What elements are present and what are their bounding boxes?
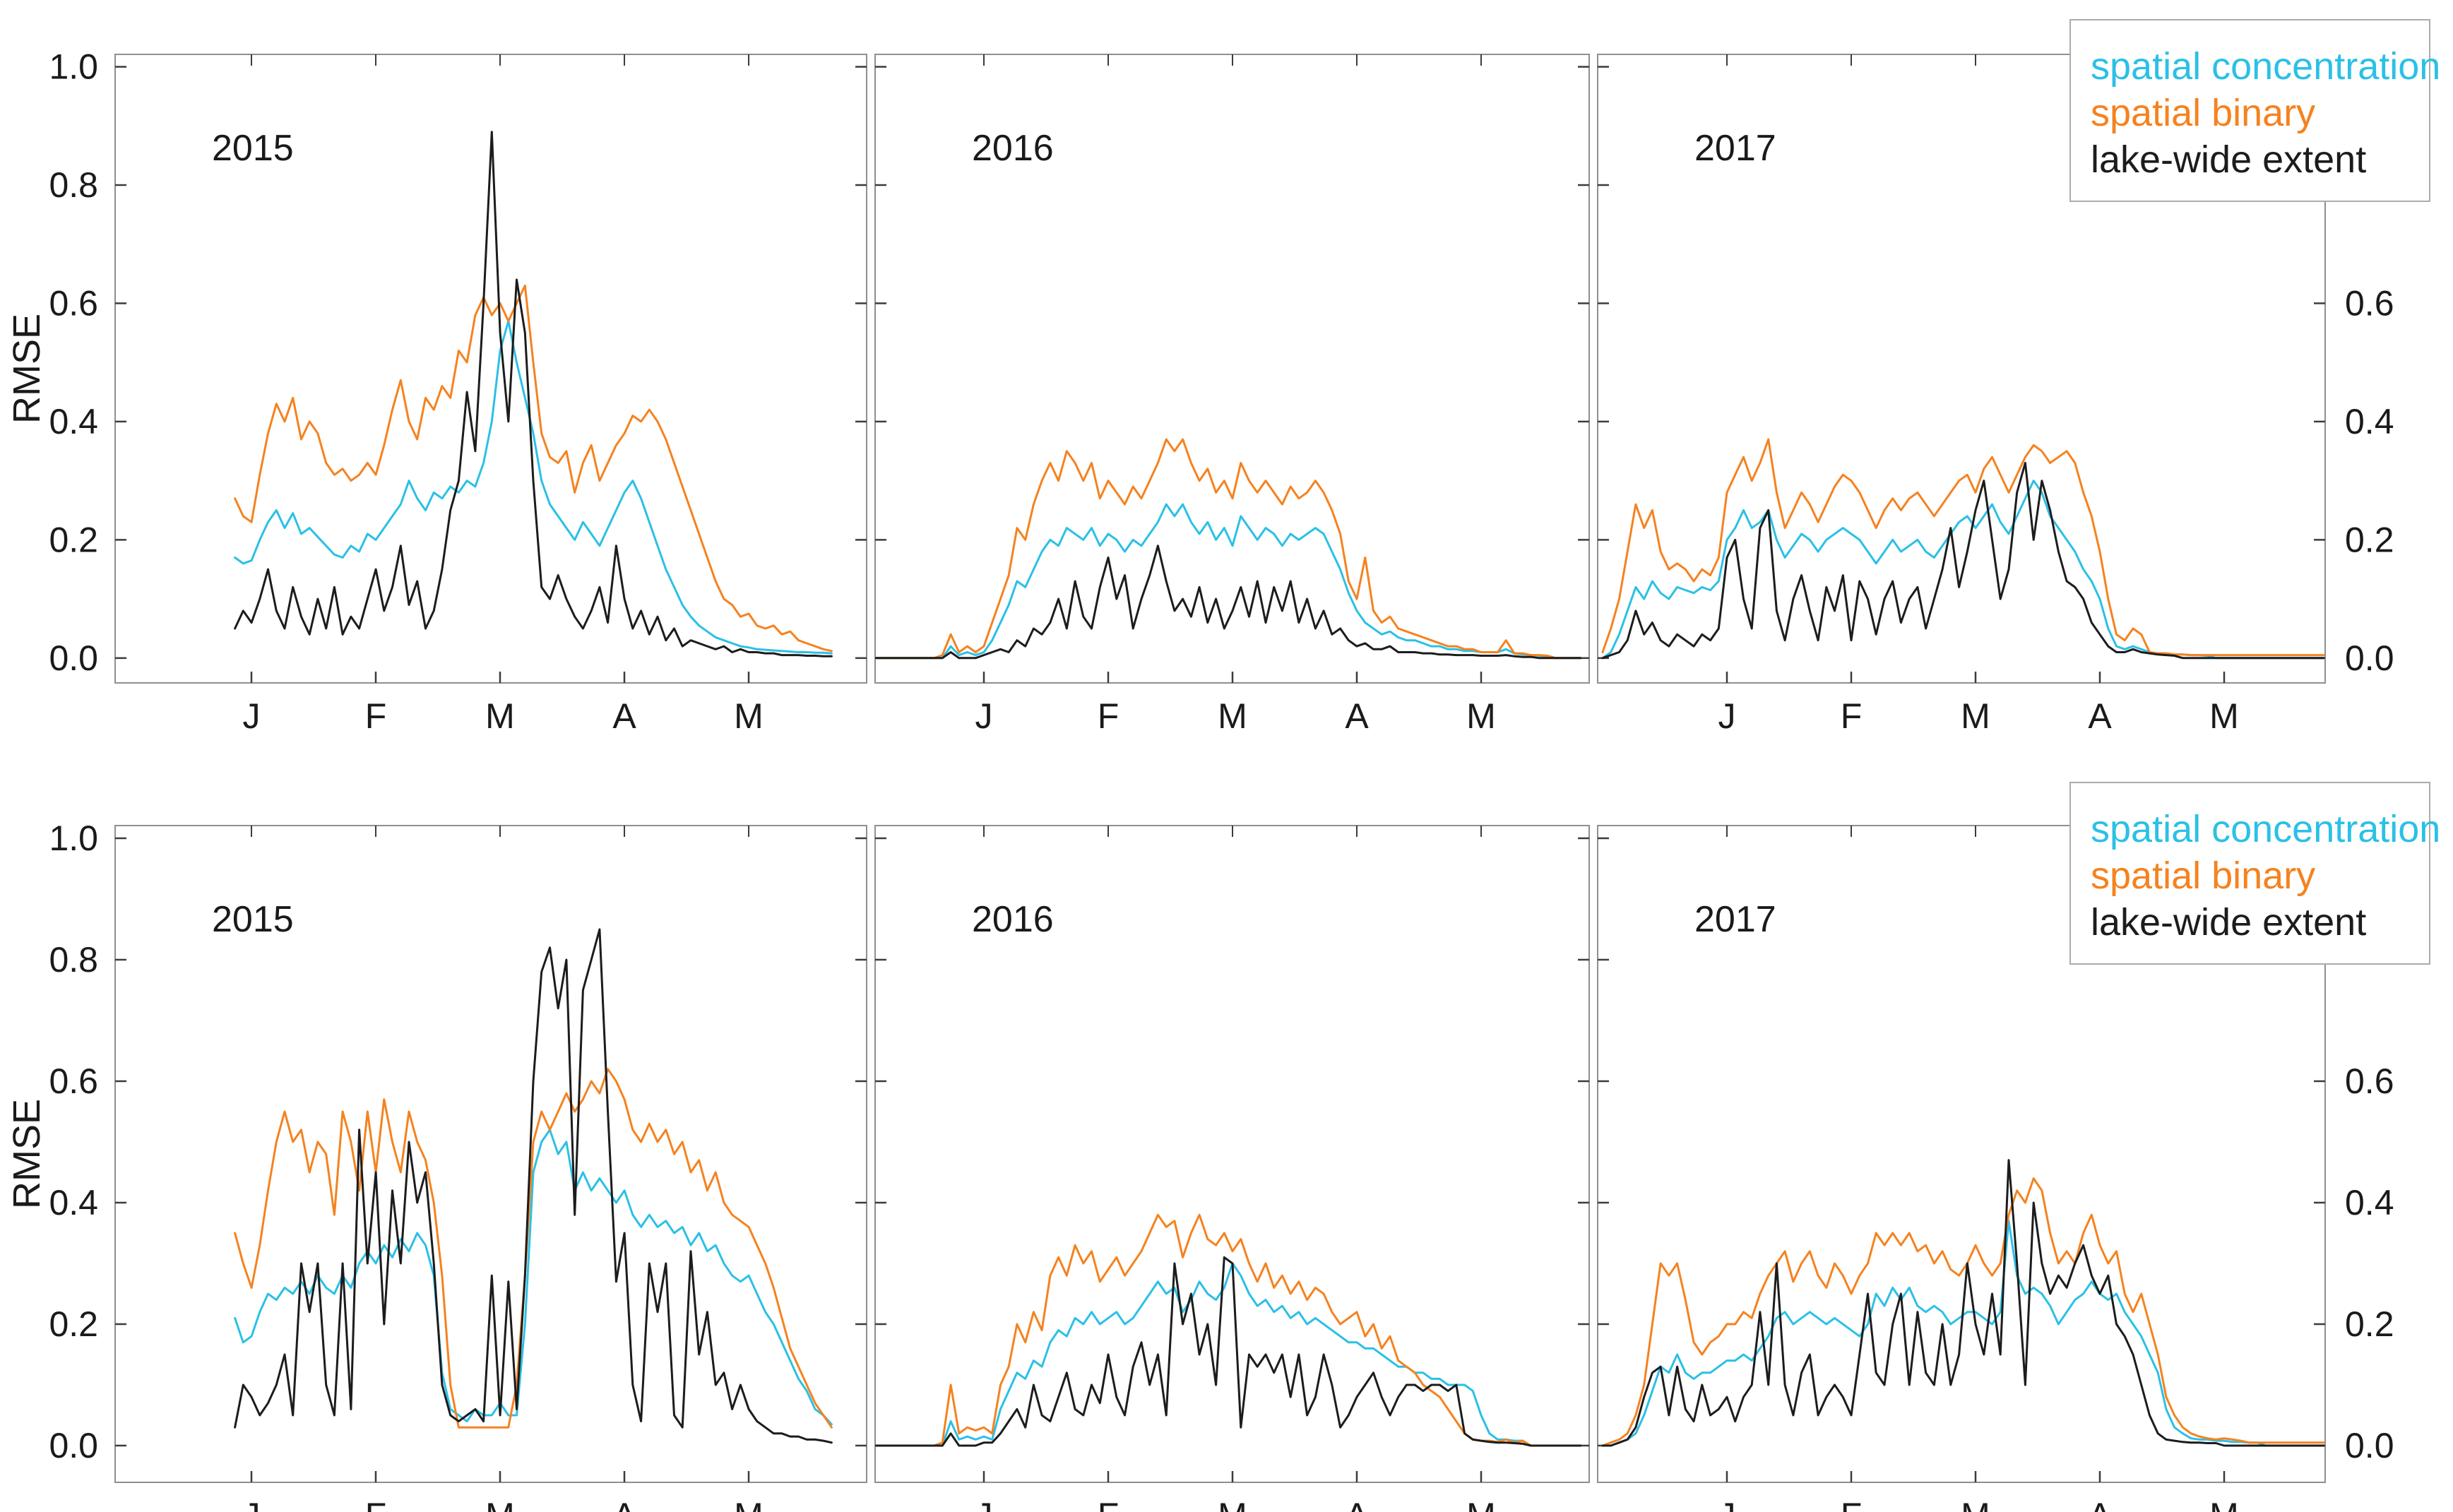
y-tick-label-right: 0.2 [2345,520,2394,559]
x-tick-label: A [612,1496,636,1512]
y-tick-label-left: 0.6 [49,283,98,323]
series-line-lake-wide-extent [234,131,833,657]
y-tick-label-left: 0.0 [49,638,98,678]
axes-box [114,825,867,1483]
y-axis-label: RMSE [6,1099,48,1209]
y-tick-label-left: 0.8 [49,940,98,980]
x-tick-label: F [1841,696,1863,736]
x-tick-label: M [485,696,515,736]
series-line-lake-wide-extent [234,928,833,1444]
x-tick-label: M [1466,696,1496,736]
legend-entry-lake-wide-extent: lake-wide extent [2091,138,2366,181]
panel-year-label: 2016 [972,128,1054,169]
x-tick-label: J [975,696,993,736]
series-line-spatial-concentration [234,1129,833,1426]
x-tick-label: F [1098,1496,1119,1512]
x-tick-label: F [365,696,387,736]
series-line-spatial-concentration [875,503,1582,660]
y-tick-label-left: 0.4 [49,402,98,441]
legend-box [2069,19,2430,202]
y-tick-label-left: 1.0 [49,818,98,858]
x-tick-label: M [2209,1496,2239,1512]
panel-2016-row1: J F M A M 2016 [874,825,1590,1512]
x-tick-label: A [612,696,636,736]
y-tick-label-left: 0.2 [49,520,98,559]
legend-box [2069,782,2430,965]
series-line-spatial-concentration [875,1262,1582,1447]
y-tick-label-left: 0.6 [49,1061,98,1101]
y-tick-label-left: 0.4 [49,1183,98,1222]
axes-box [1597,825,2326,1483]
series-line-spatial-binary [875,438,1582,660]
series-line-spatial-binary [1601,438,2325,657]
panel-2015-row1: J F M A M 1.0 0.8 0.6 0.4 0.2 0.0 2015 [49,818,867,1512]
series-line-spatial-binary [234,284,833,653]
x-tick-label: F [1098,696,1119,736]
x-tick-label: M [2209,696,2239,736]
y-tick-label-left: 0.0 [49,1426,98,1465]
panel-year-label: 2017 [1694,899,1776,940]
legend-entry-spatial-concentration: spatial concentration [2091,808,2440,850]
x-tick-label: A [2088,1496,2112,1512]
x-tick-label: M [734,1496,764,1512]
x-tick-label: M [1466,1496,1496,1512]
legend-row1: spatial concentration spatial binarylake-… [2069,782,2440,965]
x-tick-label: J [243,1496,261,1512]
x-tick-label: A [1345,696,1369,736]
y-tick-label-right: 0.6 [2345,283,2394,323]
y-tick-label-left: 0.2 [49,1304,98,1344]
legend-entry-lake-wide-extent: lake-wide extent [2091,901,2366,943]
y-tick-label-right: 0.4 [2345,1183,2394,1222]
series-line-lake-wide-extent [875,544,1582,660]
y-tick-label-right: 0.6 [2345,1061,2394,1101]
legend-entry-spatial-concentration: spatial concentration [2091,45,2440,88]
x-tick-label: A [2088,696,2112,736]
panel-2016-row0: J F M A M 2016 [874,54,1590,736]
series-line-lake-wide-extent [1601,462,2325,660]
y-tick-label-right: 0.4 [2345,402,2394,441]
x-tick-label: M [1961,696,1990,736]
x-tick-label: J [243,696,261,736]
legend-entry-spatial-binary: spatial binary [2091,855,2315,897]
y-axis-label: RMSE [6,314,48,424]
y-tick-label-right: 0.2 [2345,1304,2394,1344]
x-tick-label: J [975,1496,993,1512]
axes-box [1597,54,2326,684]
series-line-lake-wide-extent [875,1256,1582,1447]
series-line-spatial-binary [234,1068,833,1429]
panel-2017-row0: J F M A M 0.6 0.4 0.2 0.0 2017 [1597,54,2394,736]
x-tick-label: M [734,696,764,736]
legend-entry-spatial-binary: spatial binary [2091,92,2315,134]
x-tick-label: M [1218,1496,1247,1512]
panel-2015-row0: J F M A M 1.0 0.8 0.6 0.4 0.2 0.0 2015 [49,47,867,736]
y-tick-label-left: 1.0 [49,47,98,87]
x-tick-label: F [1841,1496,1863,1512]
series-line-spatial-concentration [234,320,833,655]
x-tick-label: M [485,1496,515,1512]
axes-box [114,54,867,684]
panel-year-label: 2017 [1694,128,1776,169]
panel-year-label: 2015 [212,899,294,940]
y-tick-label-left: 0.8 [49,165,98,205]
series-line-lake-wide-extent [1601,1159,2325,1447]
x-tick-label: J [1718,696,1736,736]
x-tick-label: M [1218,696,1247,736]
series-line-spatial-binary [1601,1177,2325,1447]
x-tick-label: M [1961,1496,1990,1512]
x-tick-label: F [365,1496,387,1512]
y-tick-label-right: 0.0 [2345,638,2394,678]
x-tick-label: A [1345,1496,1369,1512]
y-tick-label-right: 0.0 [2345,1426,2394,1465]
x-tick-label: J [1718,1496,1736,1512]
panel-year-label: 2016 [972,899,1054,940]
panel-year-label: 2015 [212,128,294,169]
